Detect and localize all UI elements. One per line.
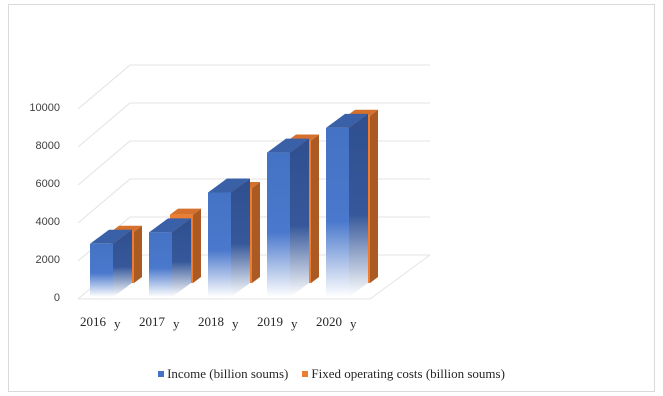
x-tick-label: 2019 [257, 314, 283, 329]
bar-income [267, 138, 309, 297]
y-tick-label: 8000 [36, 140, 60, 152]
bar-income [208, 178, 250, 297]
series-income [90, 113, 368, 298]
y-tick-label: 4000 [36, 216, 60, 228]
grid-line [77, 64, 430, 110]
y-tick-label: 6000 [36, 178, 60, 190]
legend-label-fixed-costs: Fixed operating costs (billion soums) [311, 366, 505, 381]
legend-item-fixed-costs: Fixed operating costs (billion soums) [302, 366, 505, 382]
x-tick-label: 2016 [80, 314, 107, 329]
x-tick-suffix: y [291, 316, 298, 331]
x-tick-label: 2018 [198, 314, 224, 329]
grid-line [77, 102, 430, 148]
legend: Income (billion soums) Fixed operating c… [0, 366, 663, 382]
x-tick-suffix: y [232, 316, 239, 331]
x-tick-suffix: y [350, 316, 357, 331]
bar-income [326, 113, 368, 298]
x-tick-suffix: y [173, 316, 180, 331]
legend-swatch-income [158, 371, 165, 377]
x-tick-label: 2017 [139, 314, 166, 329]
floor-edge [78, 254, 431, 300]
y-tick-label: 0 [54, 292, 60, 304]
axis-labels: 0 2000 4000 6000 8000 10000 2016 y 2017 y 2018 y 201… [29, 102, 357, 331]
y-tick-label: 10000 [29, 102, 60, 114]
x-tick-label: 2020 [316, 314, 342, 329]
y-tick-label: 2000 [36, 254, 60, 266]
x-tick-suffix: y [114, 316, 121, 331]
legend-label-income: Income (billion soums) [167, 366, 289, 381]
legend-item-income: Income (billion soums) [158, 366, 288, 382]
legend-swatch-fixed-costs [302, 371, 309, 377]
bar-income [149, 218, 191, 297]
bar-income [90, 229, 132, 297]
